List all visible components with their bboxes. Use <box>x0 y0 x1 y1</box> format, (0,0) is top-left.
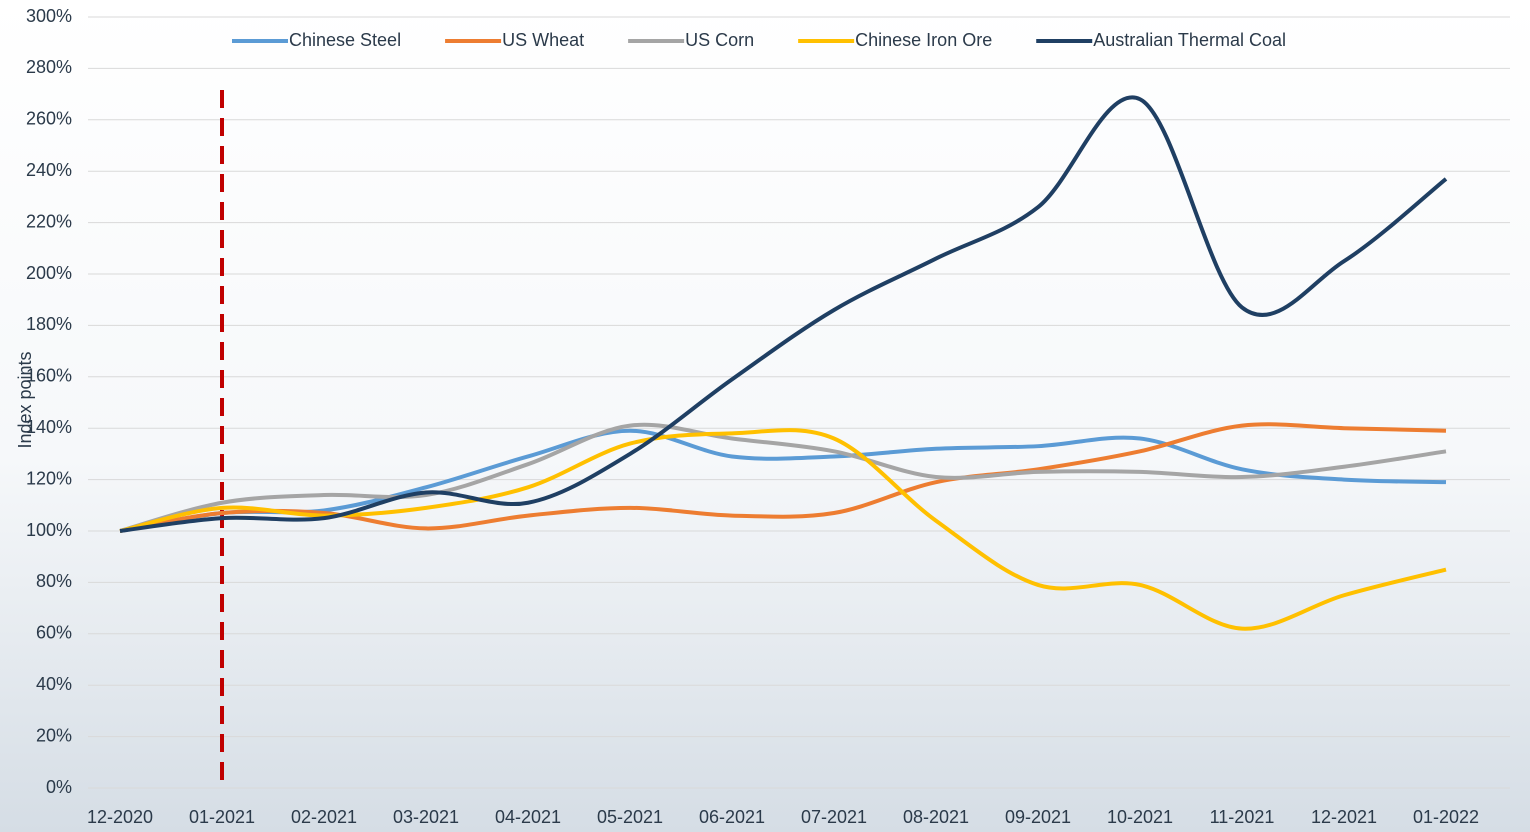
y-tick-label: 220% <box>26 211 72 231</box>
x-tick-label: 10-2021 <box>1107 807 1173 827</box>
x-tick-label: 04-2021 <box>495 807 561 827</box>
x-tick-label: 05-2021 <box>597 807 663 827</box>
y-tick-label: 60% <box>36 623 72 643</box>
y-axis-title: Index points <box>15 351 35 448</box>
y-tick-label: 300% <box>26 6 72 26</box>
legend-label: Australian Thermal Coal <box>1093 30 1286 50</box>
x-tick-label: 09-2021 <box>1005 807 1071 827</box>
y-tick-label: 180% <box>26 314 72 334</box>
x-tick-label: 03-2021 <box>393 807 459 827</box>
y-tick-label: 40% <box>36 674 72 694</box>
x-tick-label: 08-2021 <box>903 807 969 827</box>
x-tick-label: 12-2021 <box>1311 807 1377 827</box>
y-tick-label: 120% <box>26 468 72 488</box>
x-tick-label: 02-2021 <box>291 807 357 827</box>
y-tick-label: 280% <box>26 57 72 77</box>
y-tick-label: 80% <box>36 571 72 591</box>
x-tick-label: 01-2021 <box>189 807 255 827</box>
legend-label: US Corn <box>685 30 754 50</box>
y-tick-label: 160% <box>26 366 72 386</box>
y-tick-label: 240% <box>26 160 72 180</box>
legend-label: Chinese Steel <box>289 30 401 50</box>
legend-label: Chinese Iron Ore <box>855 30 992 50</box>
x-tick-label: 11-2021 <box>1210 807 1275 827</box>
x-tick-label: 01-2022 <box>1413 807 1479 827</box>
y-tick-label: 200% <box>26 263 72 283</box>
legend-label: US Wheat <box>502 30 584 50</box>
x-tick-label: 07-2021 <box>801 807 867 827</box>
series-line <box>119 95 1448 533</box>
x-tick-label: 12-2020 <box>87 807 153 827</box>
y-tick-label: 20% <box>36 725 72 745</box>
y-tick-label: 100% <box>26 520 72 540</box>
y-tick-label: 260% <box>26 109 72 129</box>
series-line <box>119 428 1447 533</box>
y-tick-label: 0% <box>46 777 72 797</box>
x-tick-label: 06-2021 <box>699 807 765 827</box>
series-line <box>119 422 1447 533</box>
y-tick-label: 140% <box>26 417 72 437</box>
